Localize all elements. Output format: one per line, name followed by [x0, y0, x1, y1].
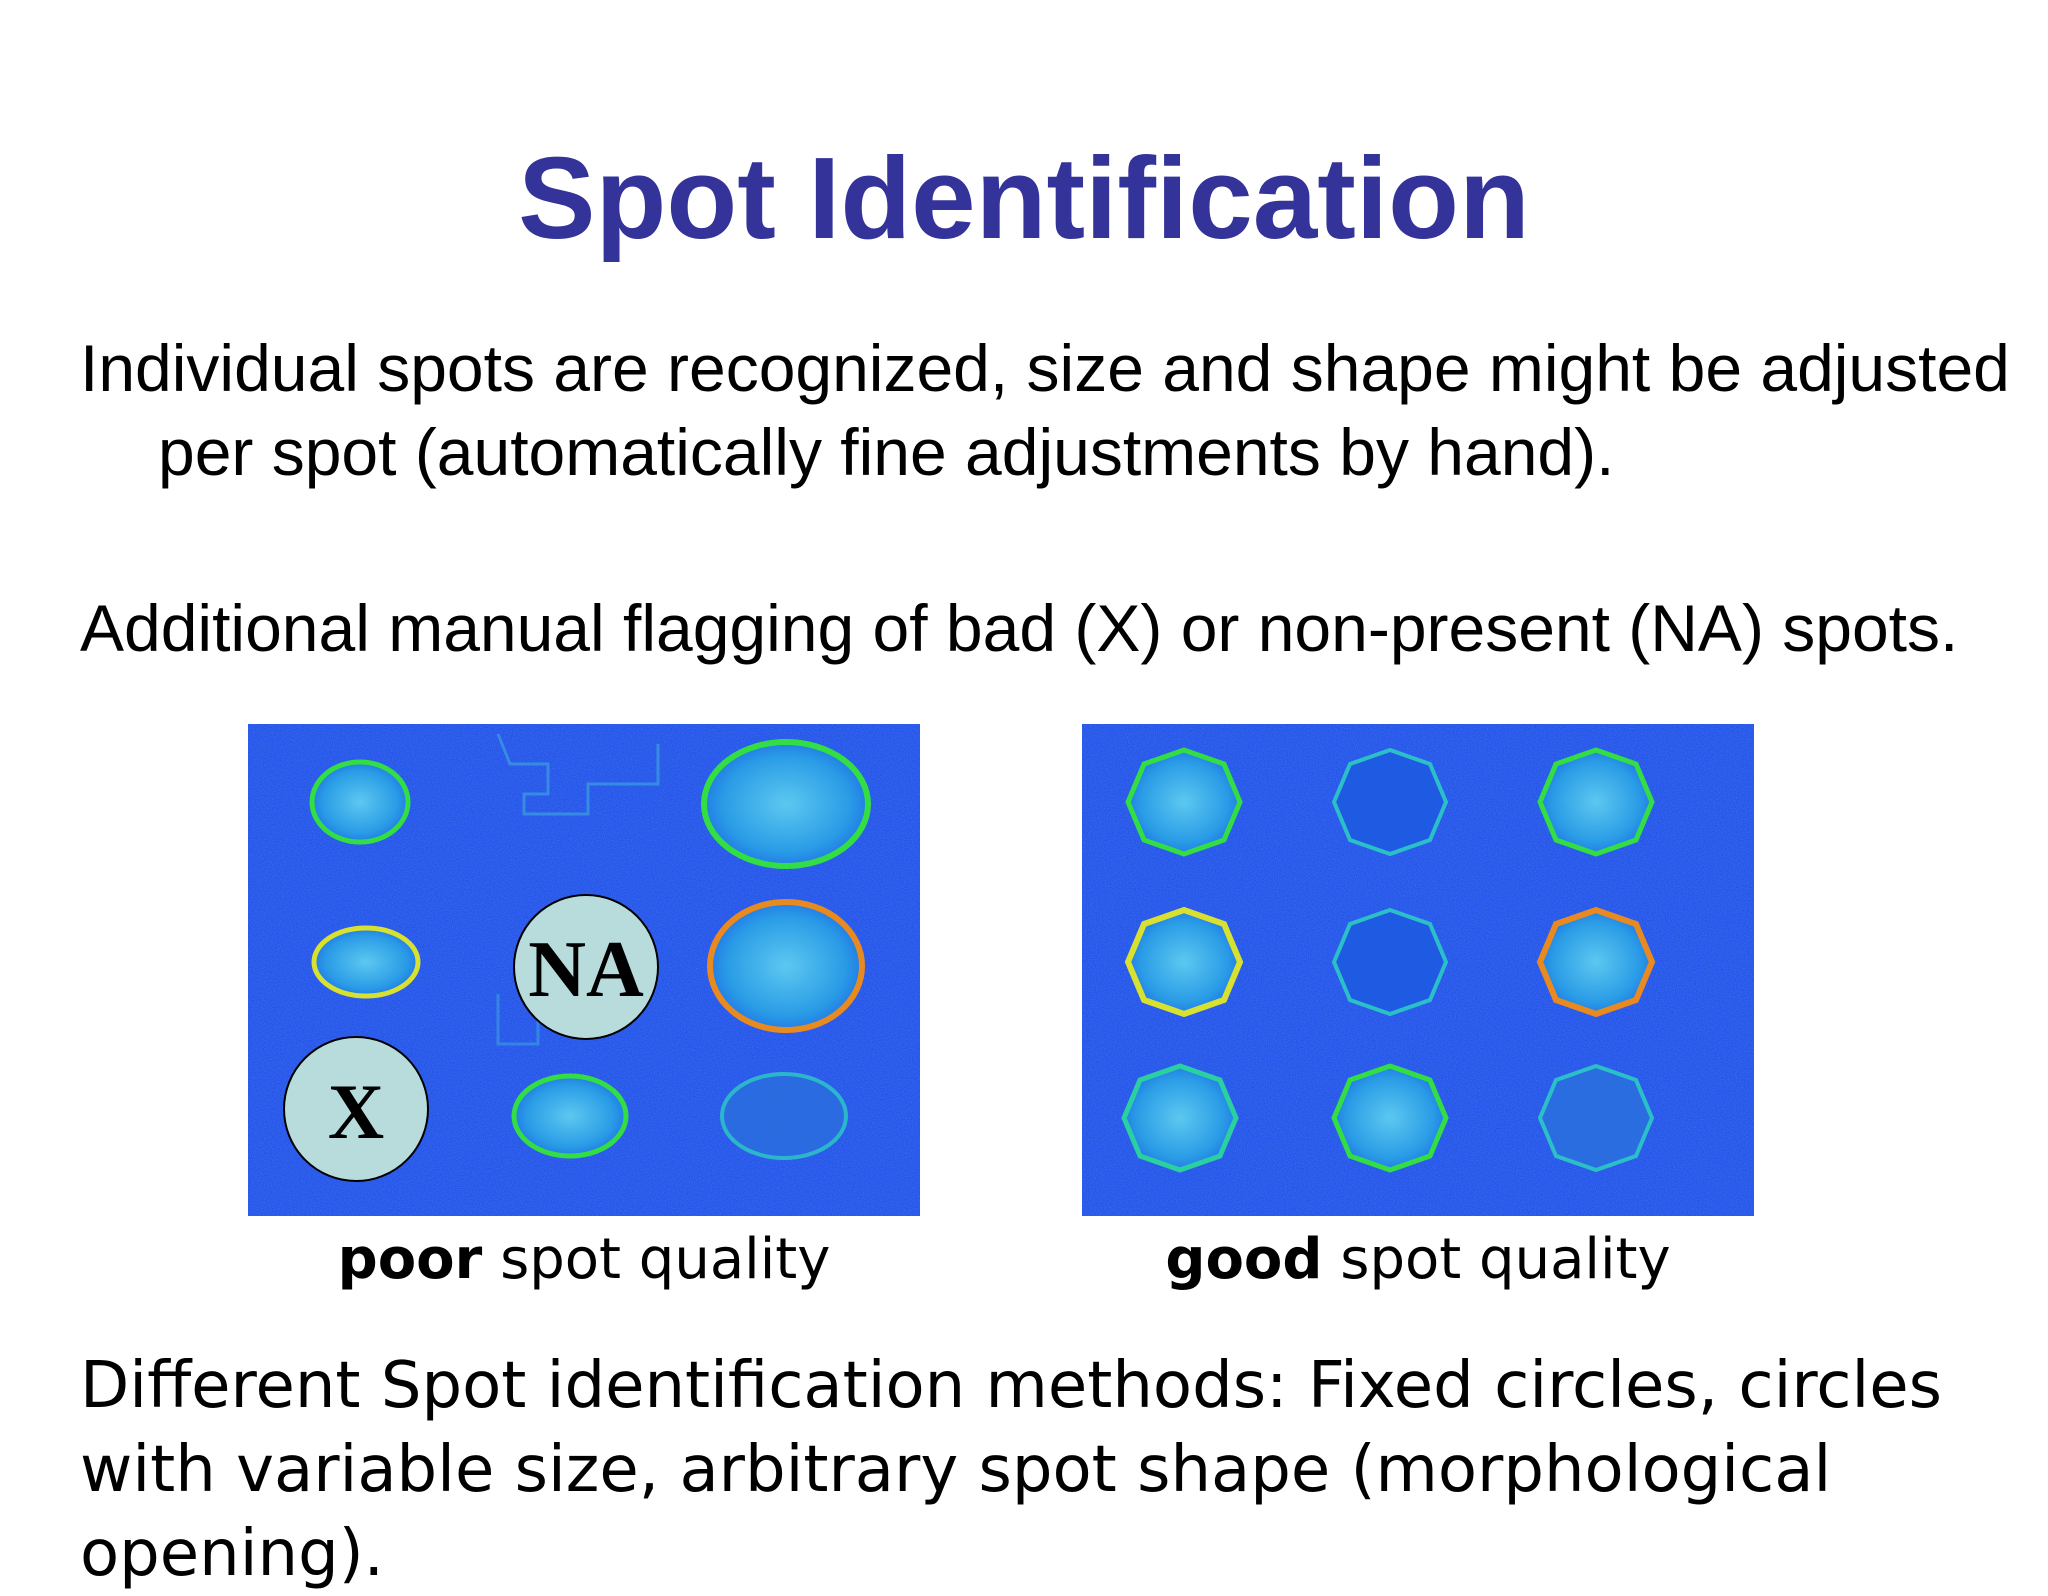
spot	[1536, 906, 1656, 1018]
spot	[1331, 907, 1449, 1017]
artifact-trace	[496, 733, 660, 816]
spot	[311, 925, 421, 999]
na-flag-circle	[513, 894, 659, 1040]
spot	[1331, 1063, 1449, 1173]
good-quality-caption: good spot quality	[1082, 1222, 1754, 1298]
bullet-manual-flagging: Additional manual flagging of bad (X) or…	[80, 591, 1959, 665]
spot	[1331, 747, 1449, 857]
spot	[1537, 1063, 1655, 1173]
spot	[511, 1073, 629, 1159]
spot	[707, 899, 865, 1033]
slide-title: Spot Identification	[518, 133, 1530, 263]
caption-bold-word: good	[1165, 1227, 1323, 1292]
x-flag-label: X	[328, 1068, 384, 1155]
caption-bold-word: poor	[337, 1227, 483, 1292]
spot	[1125, 747, 1243, 857]
spot	[1121, 1063, 1239, 1173]
good-quality-microarray-image	[1082, 724, 1754, 1216]
spot	[701, 739, 871, 869]
na-flag-label: NA	[528, 926, 644, 1014]
poor-quality-microarray-image: NA X	[248, 724, 920, 1216]
spot	[1537, 747, 1655, 857]
bullet-spot-recognition: Individual spots are recognized, size an…	[80, 331, 2010, 489]
spot-methods-text: Different Spot identification methods: F…	[80, 1349, 1942, 1591]
spot	[1124, 906, 1244, 1018]
spot	[309, 759, 411, 845]
poor-quality-caption: poor spot quality	[248, 1222, 920, 1298]
spot	[720, 1072, 848, 1160]
caption-rest: spot quality	[1322, 1227, 1671, 1292]
caption-rest: spot quality	[482, 1227, 831, 1292]
x-flag-circle	[283, 1036, 429, 1182]
